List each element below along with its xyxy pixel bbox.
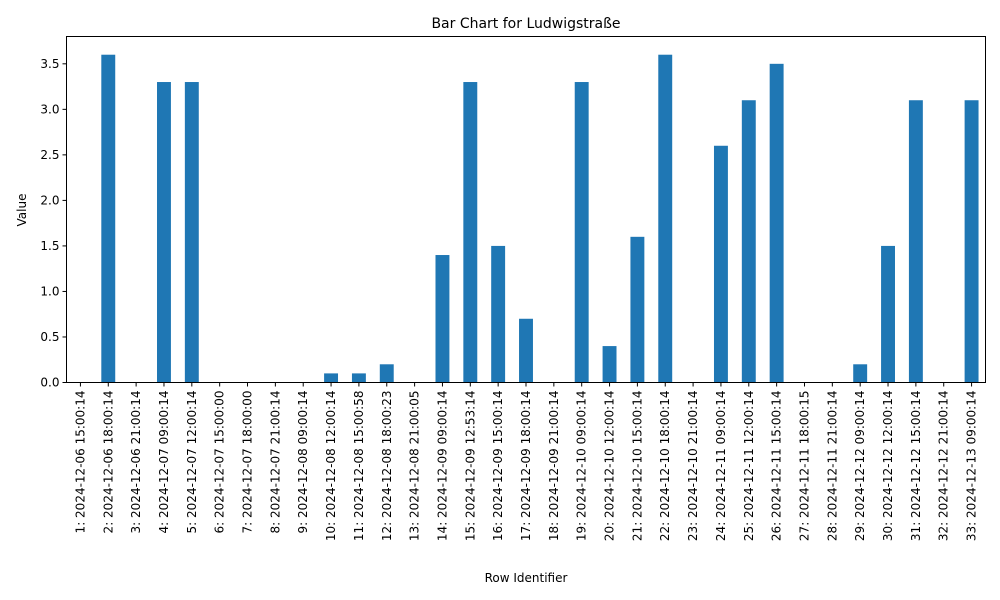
x-tick-label: 18: 2024-12-09 21:00:14 — [547, 391, 561, 542]
x-tick-label: 26: 2024-12-11 15:00:14 — [770, 391, 784, 542]
x-tick-label: 5: 2024-12-07 12:00:14 — [185, 391, 199, 534]
x-tick-label: 28: 2024-12-11 21:00:14 — [825, 391, 839, 542]
chart-title: Bar Chart for Ludwigstraße — [431, 16, 620, 32]
x-tick-label: 27: 2024-12-11 18:00:15 — [797, 391, 811, 542]
y-tick-label: 1.0 — [40, 284, 59, 298]
x-tick-label: 14: 2024-12-09 09:00:14 — [435, 391, 449, 542]
x-tick-label: 15: 2024-12-09 12:53:14 — [463, 391, 477, 542]
y-tick-label: 3.5 — [40, 57, 59, 71]
bars-group — [101, 54, 979, 383]
plot-frame — [66, 36, 986, 383]
bar-14 — [435, 255, 450, 383]
bar-21 — [630, 236, 645, 383]
y-tick-label: 2.0 — [40, 193, 59, 207]
x-tick-label: 3: 2024-12-06 21:00:14 — [129, 391, 143, 534]
x-tick-label: 11: 2024-12-08 15:00:58 — [352, 390, 366, 541]
x-tick-label: 1: 2024-12-06 15:00:14 — [73, 391, 87, 534]
y-axis-label: Value — [15, 194, 29, 227]
x-axis: 1: 2024-12-06 15:00:14 2: 2024-12-06 18:0… — [73, 382, 979, 542]
y-axis: 0.0 0.5 1.0 1.5 2.0 2.5 3.0 3.5 — [40, 57, 67, 390]
bar-11 — [351, 373, 366, 383]
x-tick-label: 6: 2024-12-07 15:00:00 — [213, 391, 227, 534]
x-tick-label: 19: 2024-12-10 09:00:14 — [575, 391, 589, 542]
bar-17 — [519, 318, 533, 383]
bar-12 — [379, 364, 394, 383]
bar-31 — [908, 100, 923, 383]
x-tick-label: 10: 2024-12-08 12:00:14 — [324, 391, 338, 542]
x-tick-label: 9: 2024-12-08 09:00:14 — [296, 391, 310, 534]
x-tick-label: 8: 2024-12-07 21:00:14 — [268, 391, 282, 534]
y-tick-label: 0.0 — [40, 376, 59, 390]
x-tick-label: 30: 2024-12-12 12:00:14 — [881, 391, 895, 542]
x-tick-label: 22: 2024-12-10 18:00:14 — [658, 391, 672, 542]
bar-19 — [574, 82, 589, 383]
bar-16 — [491, 245, 506, 383]
bar-24 — [713, 145, 728, 383]
bar-20 — [602, 346, 617, 383]
y-tick-label: 0.5 — [40, 330, 59, 344]
bar-22 — [658, 54, 673, 383]
bar-15 — [463, 82, 478, 383]
x-tick-label: 17: 2024-12-09 18:00:14 — [519, 391, 533, 542]
bar-29 — [853, 364, 868, 383]
x-tick-label: 29: 2024-12-12 09:00:14 — [853, 391, 867, 542]
x-tick-label: 24: 2024-12-11 09:00:14 — [714, 391, 728, 542]
x-axis-label: Row Identifier — [485, 571, 568, 585]
x-tick-label: 31: 2024-12-12 15:00:14 — [909, 391, 923, 542]
y-tick-label: 3.0 — [40, 102, 59, 116]
bar-26 — [769, 63, 784, 383]
x-tick-label: 23: 2024-12-10 21:00:14 — [686, 391, 700, 542]
x-tick-label: 16: 2024-12-09 15:00:14 — [491, 390, 505, 541]
bar-33 — [964, 100, 979, 383]
bar-25 — [741, 100, 756, 383]
x-tick-label: 21: 2024-12-10 15:00:14 — [630, 391, 644, 542]
bar-30 — [881, 245, 895, 383]
x-tick-label: 25: 2024-12-11 12:00:14 — [742, 391, 756, 542]
bar-5 — [184, 82, 199, 383]
bar-4 — [157, 82, 171, 383]
y-tick-label: 2.5 — [40, 148, 59, 162]
x-tick-label: 33: 2024-12-13 09:00:14 — [965, 390, 979, 541]
x-tick-label: 7: 2024-12-07 18:00:00 — [241, 391, 255, 534]
x-tick-label: 20: 2024-12-10 12:00:14 — [603, 391, 617, 542]
x-tick-label: 2: 2024-12-06 18:00:14 — [101, 391, 115, 534]
x-tick-label: 13: 2024-12-08 21:00:05 — [408, 391, 422, 542]
bar-10 — [324, 373, 339, 383]
x-tick-label: 4: 2024-12-07 09:00:14 — [157, 391, 171, 534]
bar-2 — [101, 54, 116, 383]
x-tick-label: 32: 2024-12-12 21:00:14 — [937, 391, 951, 542]
x-tick-label: 12: 2024-12-08 18:00:23 — [380, 391, 394, 542]
y-tick-label: 1.5 — [40, 239, 59, 253]
